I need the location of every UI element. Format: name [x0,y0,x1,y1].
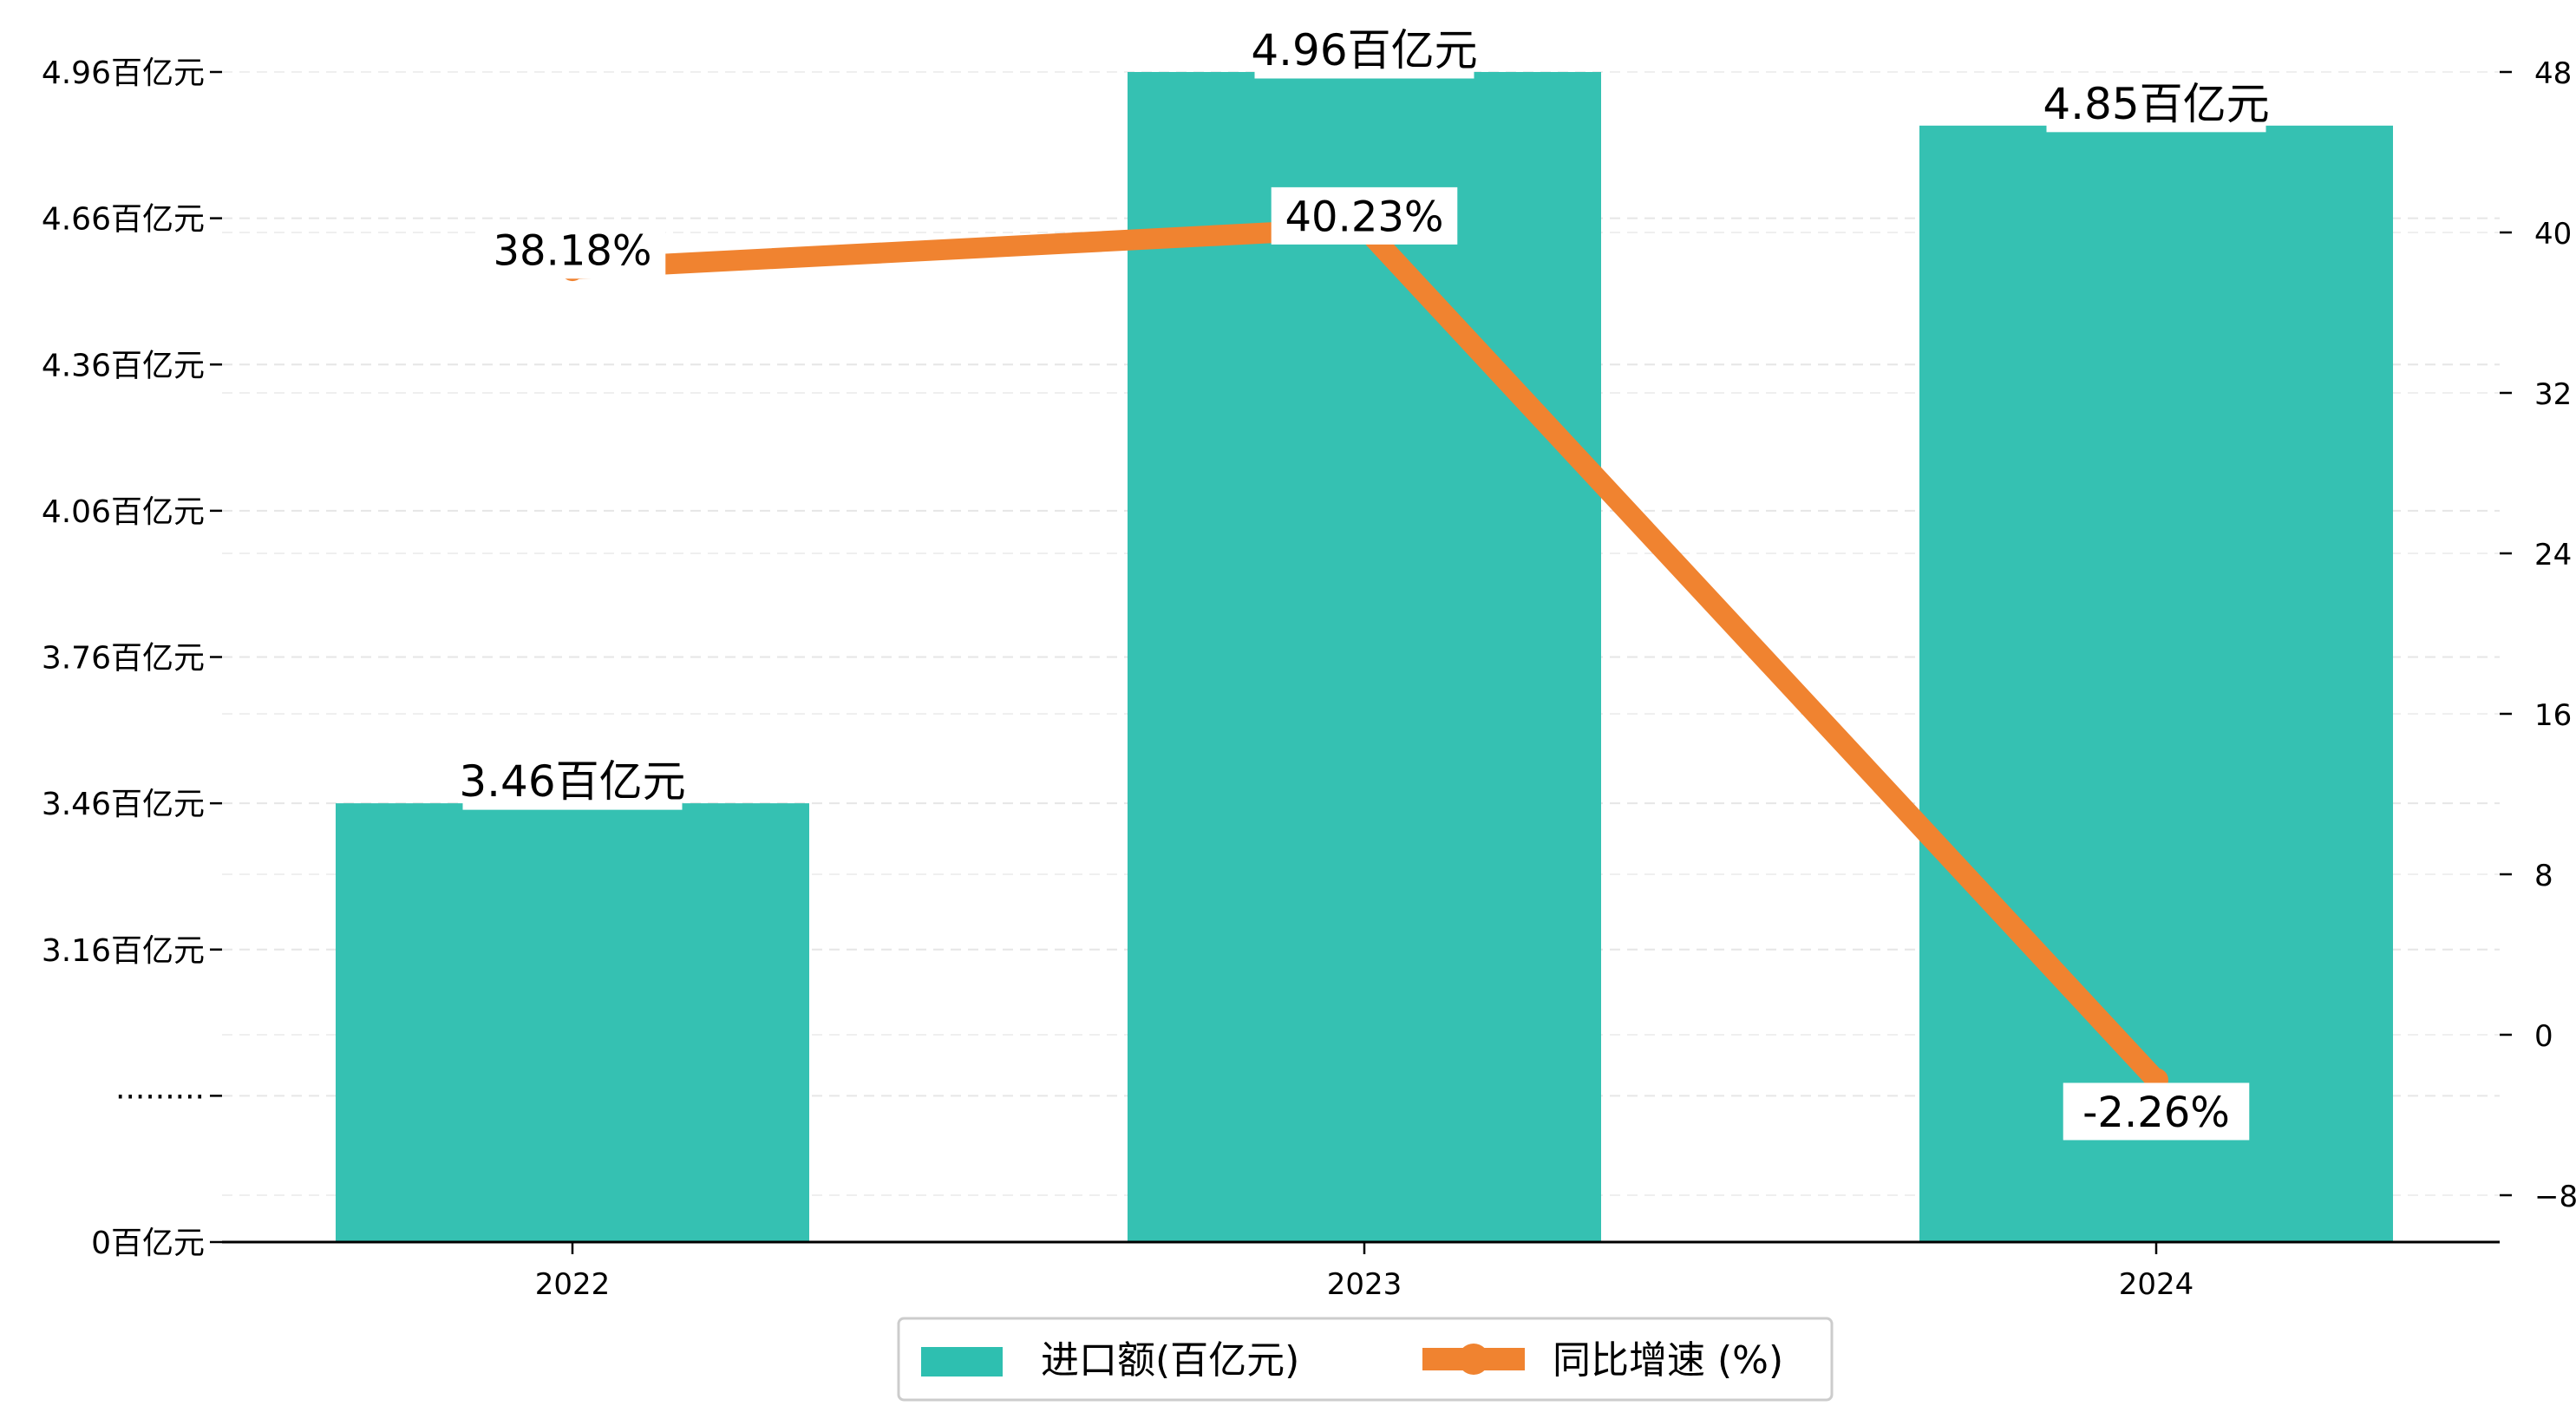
y-left-tick-label: 4.96百亿元 [42,56,205,91]
legend: 进口额(百亿元) 同比增速 (%) [897,1317,1834,1402]
data-labels: 3.46百亿元 4.96百亿元 4.85百亿元 38.18% 40.23% -2.26% [459,19,2270,1141]
growth-value-label-2023-bg [1271,186,1458,245]
y-left-tick-label: 3.76百亿元 [42,641,205,677]
bar-value-label-2024-bg [2046,73,2266,133]
y-right-tick-label: 24 [2534,538,2572,572]
y-right-tick-label: −8 [2534,1180,2576,1214]
x-tick-label: 2022 [535,1267,611,1302]
growth-value-label-2023-group: 40.23% [1271,186,1458,245]
bar-series [336,72,2393,1243]
bar-value-label-2023: 4.96百亿元 [1251,25,1477,75]
growth-value-label-2022: 38.18% [493,227,651,276]
growth-value-label-2023: 40.23% [1285,193,1443,241]
bar-value-label-2022: 3.46百亿元 [459,756,685,807]
legend-swatch-bar [921,1347,1003,1376]
growth-value-label-2022-group: 38.18% [479,221,666,279]
bar-value-label-2024: 4.85百亿元 [2043,79,2269,129]
legend-swatch-marker [1458,1344,1489,1375]
y-right-tick-label: 16 [2534,698,2572,733]
y-left-tick-label: 4.66百亿元 [42,202,205,238]
y-left-tick-label: 3.16百亿元 [42,933,205,969]
growth-value-label-2024: -2.26% [2082,1089,2230,1137]
y-right-tick-label: 8 [2534,859,2553,893]
legend-frame [897,1317,1834,1402]
bar-value-label-2024-group: 4.85百亿元 [2043,73,2270,133]
bar-value-label-2023-group: 4.96百亿元 [1251,19,1478,79]
y-left-tick-label: 4.36百亿元 [42,348,205,383]
x-tick-label: 2024 [2119,1267,2194,1302]
y-left-tick-label: 3.46百亿元 [42,787,205,822]
bar-value-label-2022-bg [462,750,683,810]
x-tick-label: 2023 [1327,1267,1402,1302]
legend-box-group: 进口额(百亿元) 同比增速 (%) [897,1317,1834,1402]
y-right-tick-label: 40 [2534,217,2572,252]
axes: 0百亿元 ········· 3.16百亿元 3.46百亿元 3.76百亿元 4.06百亿… [42,56,2576,1302]
y-right-tick-label: 32 [2534,377,2572,412]
bar-value-label-2022-group: 3.46百亿元 [459,750,686,810]
growth-value-label-2022-bg [479,221,666,279]
bar-2024 [1919,125,2393,1243]
y-right-tick-label: 0 [2534,1019,2553,1054]
bar-value-label-2023-bg [1254,19,1474,79]
y-right-tick-label: 48 [2534,56,2572,91]
y-left-tick-label: 0百亿元 [91,1226,205,1261]
y-left-tick-label: 4.06百亿元 [42,494,205,530]
growth-value-label-2024-bg [2063,1082,2250,1141]
legend-label-bar: 进口额(百亿元) [1041,1338,1299,1383]
y-left-tick-label: ········· [115,1079,205,1115]
growth-value-label-2024-group: -2.26% [2063,1082,2250,1141]
legend-label-line: 同比增速 (%) [1553,1338,1783,1383]
bar-2023 [1128,72,1601,1242]
bar-2022 [336,803,809,1242]
